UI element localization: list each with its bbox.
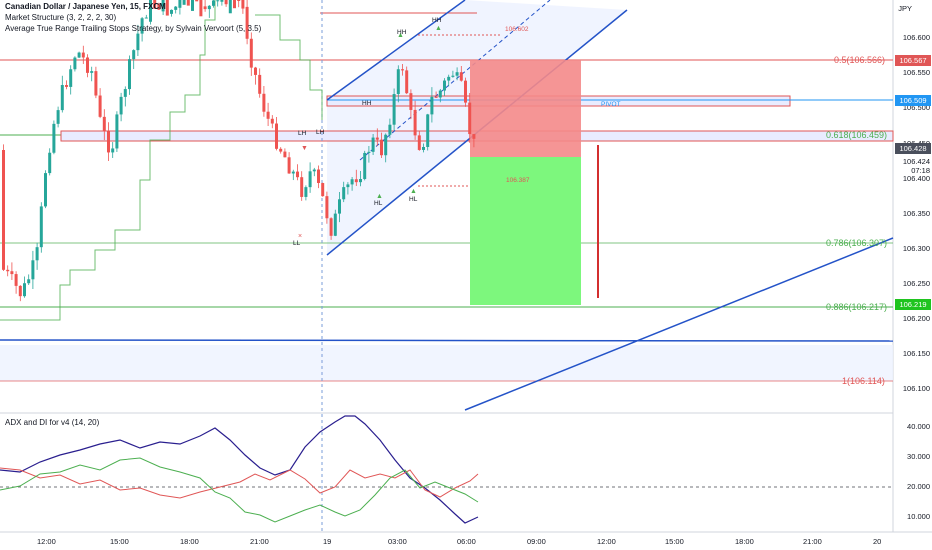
time-axis-label: 20 — [873, 537, 882, 546]
hh-label: HH — [397, 29, 407, 36]
time-axis-label: 12:00 — [597, 537, 616, 546]
price-axis-label: 106.500 — [902, 103, 930, 112]
price-axis-label: 106.100 — [902, 384, 930, 393]
hl-label: HL — [374, 200, 383, 207]
price-axis-label: 106.150 — [902, 349, 930, 358]
candlestick-series — [2, 0, 476, 302]
price-tag-pivot: 106.509 — [895, 95, 931, 106]
currency-label: JPY — [898, 4, 912, 13]
ll-label: LL — [293, 240, 301, 247]
svg-text:▲: ▲ — [376, 193, 383, 200]
time-axis-label: 12:00 — [37, 537, 56, 546]
time-axis-label: 18:00 — [735, 537, 754, 546]
price-tag-fib-0886: 106.219 — [895, 299, 931, 310]
hh-label: HH — [432, 17, 442, 24]
atr-trailing-indicator[interactable]: Average True Range Trailing Stops Strate… — [5, 24, 262, 33]
svg-text:▲: ▲ — [397, 32, 404, 39]
price-axis-label: 106.550 — [902, 68, 930, 77]
svg-text:▲: ▲ — [410, 188, 417, 195]
level-low-label: 106.387 — [506, 177, 530, 184]
fib-label-1: 1(106.114) — [842, 376, 885, 386]
time-axis-label: 21:00 — [803, 537, 822, 546]
time-axis-label: 19 — [323, 537, 332, 546]
price-tag-current: 106.428 — [895, 143, 931, 154]
hl-label: HL — [409, 196, 418, 203]
lh-label: LH — [298, 130, 307, 137]
hh-label: HH — [362, 100, 372, 107]
price-axis-label: 106.600 — [902, 33, 930, 42]
market-structure-indicator[interactable]: Market Structure (3, 2, 2, 2, 30) — [5, 13, 117, 22]
fib-label-0886: 0.886(106.217) — [826, 302, 888, 312]
svg-text:×: × — [298, 233, 302, 240]
level-high-label: 106.602 — [505, 26, 529, 33]
pivot-label: PIVOT — [601, 101, 621, 108]
price-axis-label: 106.200 — [902, 314, 930, 323]
time-axis-label: 15:00 — [110, 537, 129, 546]
svg-text:▼: ▼ — [301, 145, 308, 152]
adx-axis-label: 20.000 — [907, 482, 930, 491]
time-axis-label: 06:00 — [457, 537, 476, 546]
price-axis-label: 106.300 — [902, 244, 930, 253]
time-axis-label: 09:00 — [527, 537, 546, 546]
symbol-title[interactable]: Canadian Dollar / Japanese Yen, 15, FXCM — [5, 2, 166, 11]
svg-text:▲: ▲ — [435, 25, 442, 32]
time-axis-label: 18:00 — [180, 537, 199, 546]
adx-axis-label: 10.000 — [907, 512, 930, 521]
price-axis-label: 106.350 — [902, 209, 930, 218]
time-axis-label: 15:00 — [665, 537, 684, 546]
time-axis-label: 21:00 — [250, 537, 269, 546]
adx-axis-label: 40.000 — [907, 422, 930, 431]
price-tag-fib-05: 106.567 — [895, 55, 931, 66]
price-axis-label: 106.250 — [902, 279, 930, 288]
fib-label-05: 0.5(106.566) — [834, 55, 886, 65]
adx-indicator-title[interactable]: ADX and DI for v4 (14, 20) — [5, 418, 100, 427]
lh-label: LH — [316, 129, 325, 136]
time-axis-label: 03:00 — [388, 537, 407, 546]
price-tag-last: 106.424 — [902, 157, 930, 166]
fib-label-0618: 0.618(106.459) — [826, 130, 888, 140]
countdown-timer: 07:18 — [911, 166, 930, 175]
price-axis-label: 106.400 — [902, 174, 930, 183]
adx-axis-label: 30.000 — [907, 452, 930, 461]
fib-label-0786: 0.786(106.307) — [826, 238, 888, 248]
